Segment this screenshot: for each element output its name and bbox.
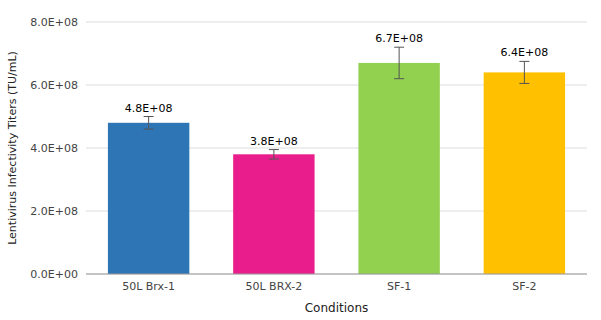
data-label: 3.8E+08 xyxy=(250,135,298,148)
grid-line xyxy=(86,22,587,23)
plot-area xyxy=(108,47,565,274)
bar xyxy=(108,123,189,274)
x-tick-label: 50L Brx-1 xyxy=(122,280,175,293)
data-label: 6.7E+08 xyxy=(375,32,423,45)
chart: 0.0E+00 2.0E+08 4.0E+08 6.0E+08 8.0E+08 4.8E+… xyxy=(0,0,601,320)
grid-line xyxy=(86,274,587,275)
error-bar xyxy=(269,150,279,159)
x-tick-label: 50L BRX-2 xyxy=(245,280,302,293)
y-grid xyxy=(86,22,587,274)
data-label: 4.8E+08 xyxy=(125,102,173,115)
y-axis-title: Lentivirus Infectivity Titers (TU/mL) xyxy=(6,51,19,245)
bar xyxy=(233,154,314,274)
x-axis-title: Conditions xyxy=(305,301,369,315)
x-axis-line xyxy=(86,274,587,275)
y-tick-label: 0.0E+00 xyxy=(30,268,78,281)
y-tick-label: 4.0E+08 xyxy=(30,142,78,155)
y-tick-label: 6.0E+08 xyxy=(30,79,78,92)
bar xyxy=(358,63,439,274)
bar xyxy=(484,72,565,274)
x-tick-label: SF-2 xyxy=(512,280,536,293)
error-bar xyxy=(519,61,529,83)
data-label: 6.4E+08 xyxy=(501,46,549,59)
error-bar xyxy=(144,117,154,130)
y-tick-label: 8.0E+08 xyxy=(30,16,78,29)
y-tick-label: 2.0E+08 xyxy=(30,205,78,218)
x-tick-label: SF-1 xyxy=(387,280,411,293)
error-bar xyxy=(394,47,404,78)
